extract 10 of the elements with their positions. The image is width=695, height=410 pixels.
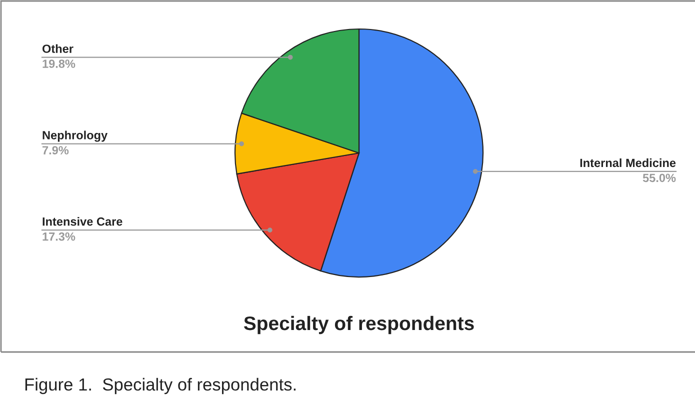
data-label: 55.0% (642, 174, 676, 182)
data-label: 19.8% (42, 60, 76, 68)
slice-label: Other (42, 44, 74, 53)
slice-label: Nephrology (42, 130, 108, 142)
data-label: 17.3% (42, 232, 76, 241)
slice-label: Intensive Care (42, 217, 122, 226)
data-label: 7.9% (42, 146, 69, 154)
text: Specialty of respondents (244, 316, 474, 334)
caption: Figure 1. Specialty of respondents. (25, 378, 296, 394)
slice-label: Internal Medicine (580, 158, 676, 168)
